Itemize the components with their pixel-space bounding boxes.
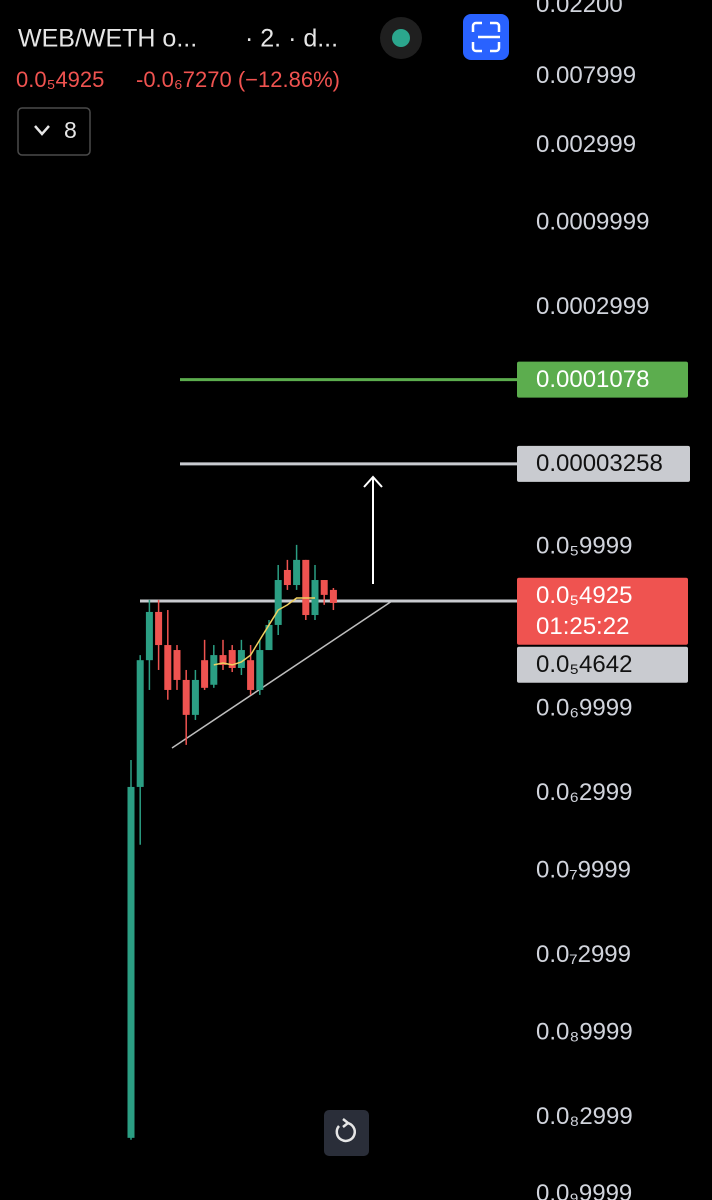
candle-body [329,589,337,603]
candle-body [228,650,236,668]
indicators-toggle[interactable]: 8 [17,107,91,156]
current-price-bg [517,577,688,645]
candle-body [302,559,310,616]
candle-body [155,611,163,646]
candle-body [173,650,181,680]
y-tick-label: 0.02200 [536,0,623,18]
candle-body [265,624,273,651]
price-label-bg [517,646,688,683]
reset-button[interactable] [324,1110,369,1156]
candle-body [237,650,245,668]
current-price-label: 0.0₅4925 [536,582,632,609]
candle-body [191,679,199,715]
fullscreen-icon [471,21,501,53]
candle-body [210,655,218,685]
toggle-box [17,107,91,156]
y-tick-label: 0.0₈9999 [536,1018,633,1045]
trend-line [171,600,393,749]
candle-body [274,580,282,625]
y-tick-label: 0.0₇9999 [536,856,631,883]
countdown: 01:25:22 [536,613,629,640]
fullscreen-button[interactable] [463,14,509,60]
candle-body [145,611,153,661]
candle-body [256,650,264,690]
target-arrowhead [363,475,383,488]
status-dot [392,29,410,47]
y-tick-label: 0.0₇2999 [536,941,631,968]
candle-body [182,679,190,715]
y-tick-label: 0.0002999 [536,293,649,320]
y-tick-label: 0.0₈2999 [536,1103,633,1130]
price-label-bg [517,445,690,482]
candle-body [201,660,209,688]
price-label: 0.0₅4642 [536,651,632,678]
candle-body [127,786,135,1138]
interval[interactable]: · 2. · d... [245,25,338,53]
y-tick-label: 0.002999 [536,131,636,158]
y-tick-label: 0.0₉9999 [536,1180,632,1200]
reset-bg [324,1110,369,1156]
candle-body [219,655,227,665]
plot: 0.02200 0.007999 0.002999 0.0009999 0.000299… [127,0,690,1200]
moving-average [213,597,315,666]
price-label: 0.00003258 [536,450,663,477]
y-tick-label: 0.0₆9999 [536,694,632,721]
candle-body [320,580,328,595]
symbol[interactable]: WEB/WETH o... [18,25,197,53]
y-tick-label: 0.0009999 [536,208,649,235]
y-tick-label: 0.0₆2999 [536,779,632,806]
y-tick-label: 0.007999 [536,62,636,89]
indicator-count: 8 [64,117,77,143]
price-change: -0.0₆7270 (−12.86%) [136,67,340,92]
y-tick-label: 0.0₅9999 [536,532,632,559]
chevron [34,125,50,136]
candle-body [136,660,144,787]
price-label-bg [517,361,688,398]
reset-arrow [342,1118,351,1128]
candle-body [293,559,301,586]
candle-body [164,645,172,690]
reset-icon [335,1121,356,1143]
candle-body [247,660,255,690]
last-price: 0.0₅4925 [16,67,104,92]
candle-body [283,569,291,586]
status-button[interactable] [380,17,422,59]
price-label: 0.0001078 [536,366,649,393]
